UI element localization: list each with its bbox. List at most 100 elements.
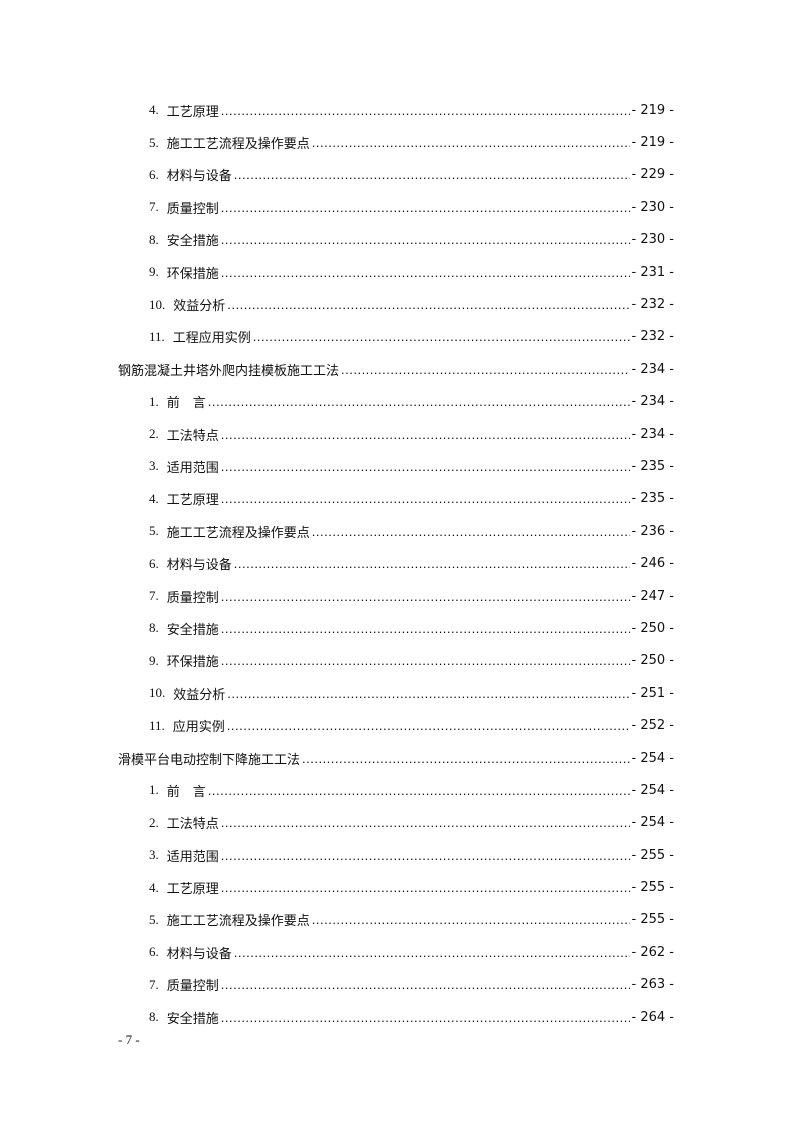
- toc-entry[interactable]: 10. 效益分析 - 232 -: [118, 288, 674, 320]
- toc-entry-number: 6.: [149, 555, 159, 571]
- toc-entry[interactable]: 1. 前 言 - 234 -: [118, 386, 674, 418]
- dot-leader: [234, 556, 630, 571]
- toc-entry-title: 效益分析: [173, 687, 226, 703]
- toc-entry[interactable]: 4. 工艺原理 - 235 -: [118, 483, 674, 515]
- toc-entry-number: 2.: [149, 814, 159, 830]
- toc-entry-number: 3.: [149, 458, 159, 474]
- toc-entry-title: 材料与设备: [166, 558, 232, 574]
- toc-entry-number: 1.: [149, 393, 159, 409]
- dot-leader: [302, 751, 630, 766]
- toc-entry[interactable]: 5. 施工工艺流程及操作要点 - 219 -: [118, 126, 674, 158]
- toc-entry[interactable]: 11. 应用实例 - 252 -: [118, 709, 674, 741]
- toc-entry-title: 工艺原理: [166, 104, 219, 120]
- toc-entry-number: 6.: [149, 166, 159, 182]
- toc-entry-number: 6.: [149, 944, 159, 960]
- toc-entry-page: - 219 -: [631, 135, 674, 151]
- dot-leader: [221, 103, 630, 118]
- dot-leader: [234, 945, 630, 960]
- dot-leader: [208, 783, 630, 798]
- toc-entry[interactable]: 8. 安全措施 - 264 -: [118, 1001, 674, 1033]
- dot-leader: [221, 815, 630, 830]
- toc-entry[interactable]: 8. 安全措施 - 250 -: [118, 612, 674, 644]
- toc-entry[interactable]: 6. 材料与设备 - 262 -: [118, 936, 674, 968]
- toc-entry-page: - 264 -: [631, 1009, 674, 1025]
- dot-leader: [221, 265, 630, 280]
- dot-leader: [227, 718, 630, 733]
- toc-entry-page: - 255 -: [631, 847, 674, 863]
- toc-entry-title: 环保措施: [166, 655, 219, 671]
- toc-entry[interactable]: 3. 适用范围 - 255 -: [118, 839, 674, 871]
- toc-entry[interactable]: 5. 施工工艺流程及操作要点 - 236 -: [118, 515, 674, 547]
- dot-leader: [221, 459, 630, 474]
- toc-entry[interactable]: 2. 工法特点 - 234 -: [118, 418, 674, 450]
- toc-entry-number: 9.: [149, 652, 159, 668]
- toc-entry-page: - 252 -: [631, 718, 674, 734]
- toc-entry-title: 适用范围: [166, 460, 219, 476]
- toc-entry-page: - 230 -: [631, 232, 674, 248]
- toc-entry-title: 安全措施: [166, 234, 219, 250]
- toc-entry[interactable]: 7. 质量控制 - 230 -: [118, 191, 674, 223]
- dot-leader: [221, 653, 630, 668]
- toc-entry[interactable]: 滑模平台电动控制下降施工工法 - 254 -: [118, 742, 674, 774]
- dot-leader: [312, 912, 630, 927]
- toc-entry-title: 工法特点: [166, 817, 219, 833]
- dot-leader: [221, 1010, 630, 1025]
- dot-leader: [312, 135, 630, 150]
- toc-entry[interactable]: 4. 工艺原理 - 255 -: [118, 871, 674, 903]
- toc-entry[interactable]: 2. 工法特点 - 254 -: [118, 807, 674, 839]
- toc-entry-page: - 234 -: [631, 361, 674, 377]
- dot-leader: [221, 880, 630, 895]
- toc-entry-title: 工艺原理: [166, 493, 219, 509]
- toc-entry-number: 8.: [149, 231, 159, 247]
- dot-leader: [221, 977, 630, 992]
- dot-leader: [221, 200, 630, 215]
- toc-entry-title: 施工工艺流程及操作要点: [166, 914, 310, 930]
- page-number-footer: - 7 -: [118, 1032, 140, 1047]
- toc-entry[interactable]: 1. 前 言 - 254 -: [118, 774, 674, 806]
- dot-leader: [221, 589, 630, 604]
- toc-entry[interactable]: 7. 质量控制 - 263 -: [118, 969, 674, 1001]
- toc-entry-title: 安全措施: [166, 622, 219, 638]
- toc-entry[interactable]: 5. 施工工艺流程及操作要点 - 255 -: [118, 904, 674, 936]
- toc-entry-number: 4.: [149, 102, 159, 118]
- toc-entry-page: - 251 -: [631, 685, 674, 701]
- toc-entry[interactable]: 6. 材料与设备 - 246 -: [118, 547, 674, 579]
- toc-entry-number: 8.: [149, 1009, 159, 1025]
- toc-entry-page: - 219 -: [631, 102, 674, 118]
- dot-leader: [227, 686, 629, 701]
- dot-leader: [221, 621, 630, 636]
- toc-entry[interactable]: 3. 适用范围 - 235 -: [118, 450, 674, 482]
- toc-entry-title: 安全措施: [166, 1011, 219, 1027]
- toc-entry[interactable]: 8. 安全措施 - 230 -: [118, 224, 674, 256]
- toc-entry-number: 4.: [149, 879, 159, 895]
- toc-entry-page: - 235 -: [631, 458, 674, 474]
- toc-entry-page: - 232 -: [631, 329, 674, 345]
- toc-entry-page: - 254 -: [631, 782, 674, 798]
- toc-entry-number: 1.: [149, 782, 159, 798]
- toc-entry[interactable]: 9. 环保措施 - 231 -: [118, 256, 674, 288]
- toc-entry-page: - 255 -: [631, 880, 674, 896]
- toc-entry[interactable]: 钢筋混凝土井塔外爬内挂模板施工工法 - 234 -: [118, 353, 674, 385]
- toc-entry-page: - 247 -: [631, 588, 674, 604]
- toc-entry-number: 8.: [149, 620, 159, 636]
- dot-leader: [208, 394, 630, 409]
- toc-entry[interactable]: 9. 环保措施 - 250 -: [118, 645, 674, 677]
- toc-entry-page: - 234 -: [631, 426, 674, 442]
- toc-entry-title: 质量控制: [166, 201, 219, 217]
- dot-leader: [234, 167, 630, 182]
- toc-entry-page: - 229 -: [631, 167, 674, 183]
- toc-entry[interactable]: 4. 工艺原理 - 219 -: [118, 94, 674, 126]
- toc-entry-title: 工艺原理: [166, 882, 219, 898]
- toc-entry-number: 11.: [149, 328, 165, 344]
- dot-leader: [221, 848, 630, 863]
- toc-entry-number: 5.: [149, 134, 159, 150]
- toc-entry-number: 11.: [149, 717, 165, 733]
- toc-entry[interactable]: 10. 效益分析 - 251 -: [118, 677, 674, 709]
- toc-entry[interactable]: 6. 材料与设备 - 229 -: [118, 159, 674, 191]
- toc-entry-page: - 234 -: [631, 394, 674, 410]
- toc-entry-title: 施工工艺流程及操作要点: [166, 525, 310, 541]
- toc-entry-number: 7.: [149, 976, 159, 992]
- toc-entry[interactable]: 11. 工程应用实例 - 232 -: [118, 321, 674, 353]
- toc-entry[interactable]: 7. 质量控制 - 247 -: [118, 580, 674, 612]
- toc-entry-title: 滑模平台电动控制下降施工工法: [118, 752, 301, 768]
